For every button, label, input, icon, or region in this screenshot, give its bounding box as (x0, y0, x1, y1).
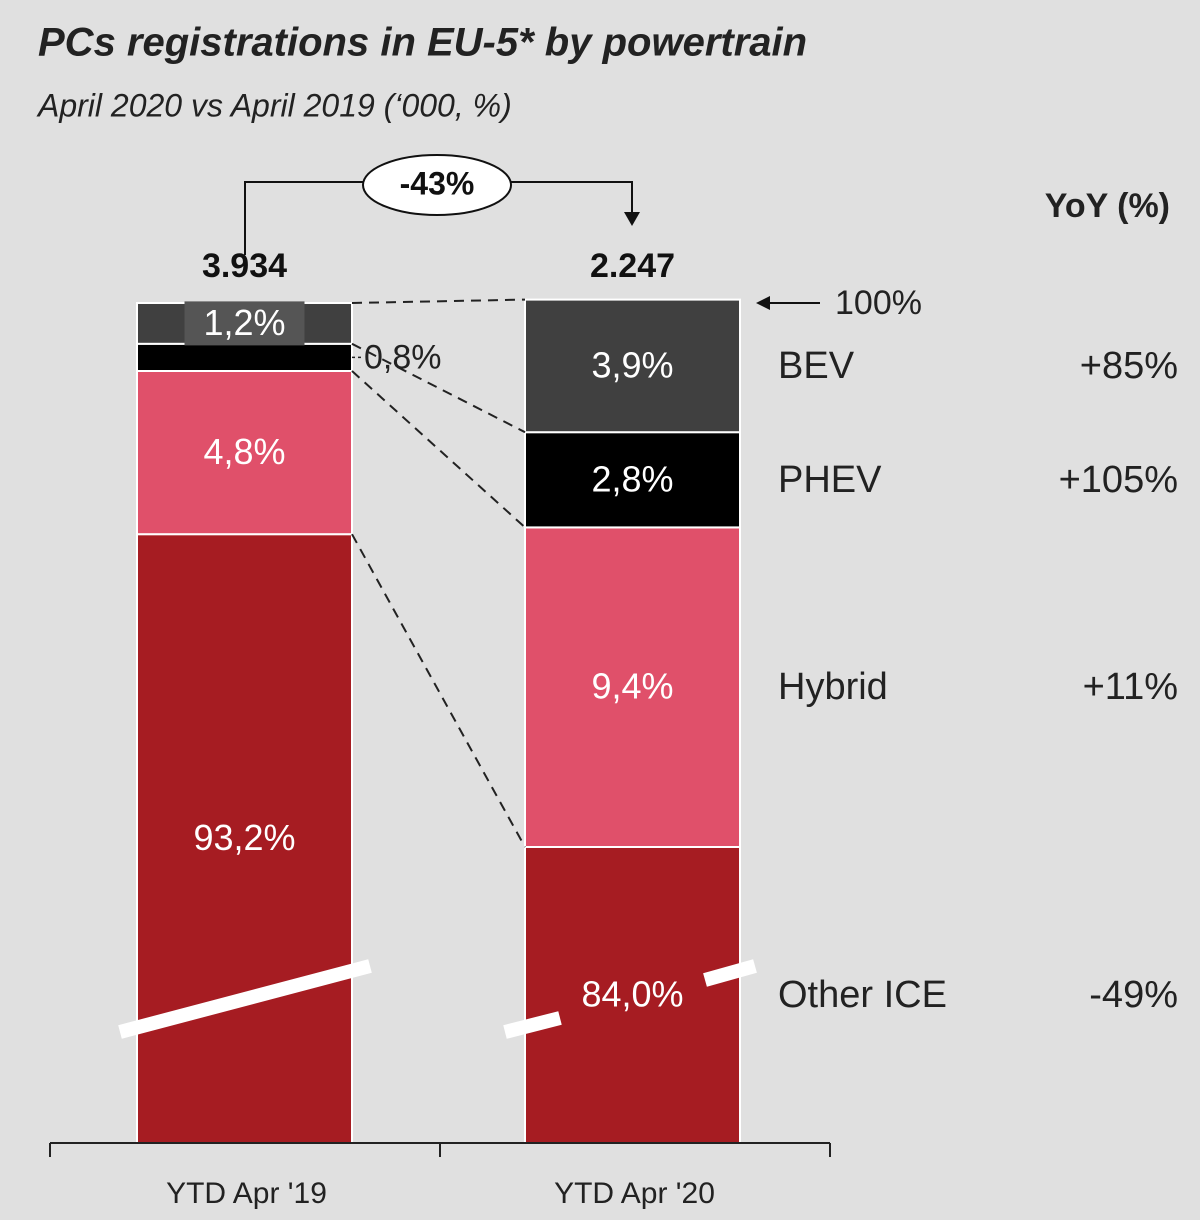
value-label-box (184, 301, 305, 346)
connector (351, 370, 526, 529)
yoy-label: +85% (1080, 345, 1178, 387)
yoy-label: -49% (1089, 974, 1178, 1016)
yoy-header: YoY (%) (1045, 187, 1170, 225)
yoy-label: +11% (1083, 666, 1178, 708)
change-label: -43% (400, 165, 475, 201)
value-label: 2,8% (591, 458, 673, 499)
value-label: 9,4% (591, 666, 673, 707)
value-label: 3,9% (591, 344, 673, 385)
bar-segment (136, 342, 353, 372)
yoy-label: +105% (1059, 459, 1178, 501)
axis-breaks (118, 959, 757, 1039)
change-bubble (362, 154, 512, 216)
legend-label: Hybrid (778, 666, 888, 708)
axis-break (118, 959, 372, 1039)
bar-segment (136, 370, 353, 536)
bar-segment (524, 431, 741, 529)
connector (351, 342, 526, 434)
bar-segment (524, 298, 741, 434)
top-arrow-head (756, 296, 770, 310)
bar-segment (524, 846, 741, 1144)
axis-break (503, 1011, 562, 1039)
value-label: 1,2% (203, 302, 285, 343)
total-label: 2.247 (590, 247, 675, 285)
value-label: 93,2% (193, 817, 295, 858)
legend-label: BEV (778, 345, 855, 387)
change-arrow (624, 212, 640, 226)
x-tick-label: YTD Apr '19 (166, 1177, 327, 1210)
legend-label: Other ICE (778, 974, 947, 1016)
axis-break (703, 959, 757, 987)
chart-title: PCs registrations in EU-5* by powertrain (38, 21, 807, 65)
legend-label: PHEV (778, 459, 882, 501)
top-label: 100% (835, 284, 922, 322)
connector (351, 533, 526, 848)
x-tick-label: YTD Apr '20 (554, 1177, 715, 1210)
total-label: 3.934 (202, 247, 287, 285)
connector (351, 298, 526, 304)
value-label: 84,0% (581, 974, 683, 1015)
chart-subtitle: April 2020 vs April 2019 (‘000, %) (36, 87, 512, 123)
value-label: 4,8% (203, 431, 285, 472)
